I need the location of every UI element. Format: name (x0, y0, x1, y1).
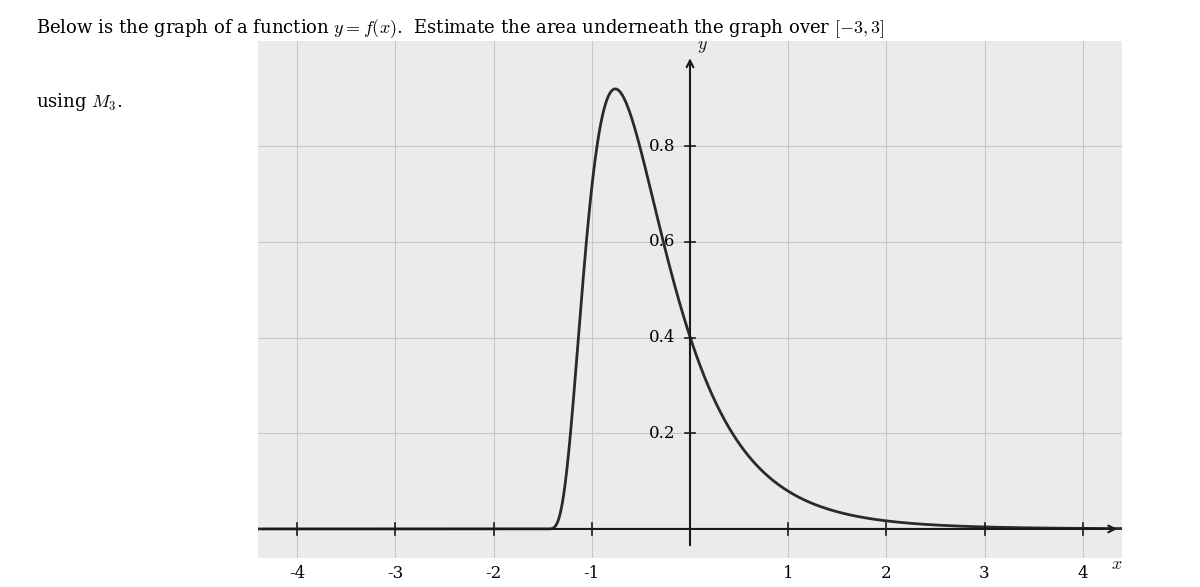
Text: -4: -4 (289, 565, 305, 582)
Text: -1: -1 (583, 565, 600, 582)
Text: 4: 4 (1078, 565, 1088, 582)
Text: 0.2: 0.2 (649, 425, 676, 442)
Text: -3: -3 (388, 565, 403, 582)
Text: $y$: $y$ (697, 37, 708, 55)
Text: 0.8: 0.8 (649, 138, 676, 155)
Text: $x$: $x$ (1111, 555, 1123, 573)
Text: 0.4: 0.4 (649, 329, 676, 346)
Text: Below is the graph of a function $y = f(x)$.  Estimate the area underneath the g: Below is the graph of a function $y = f(… (36, 18, 884, 41)
Text: 0.6: 0.6 (649, 234, 676, 251)
Text: 3: 3 (979, 565, 990, 582)
Text: -2: -2 (486, 565, 502, 582)
Text: 2: 2 (881, 565, 892, 582)
Text: 1: 1 (782, 565, 793, 582)
Text: using $M_3$.: using $M_3$. (36, 91, 122, 113)
